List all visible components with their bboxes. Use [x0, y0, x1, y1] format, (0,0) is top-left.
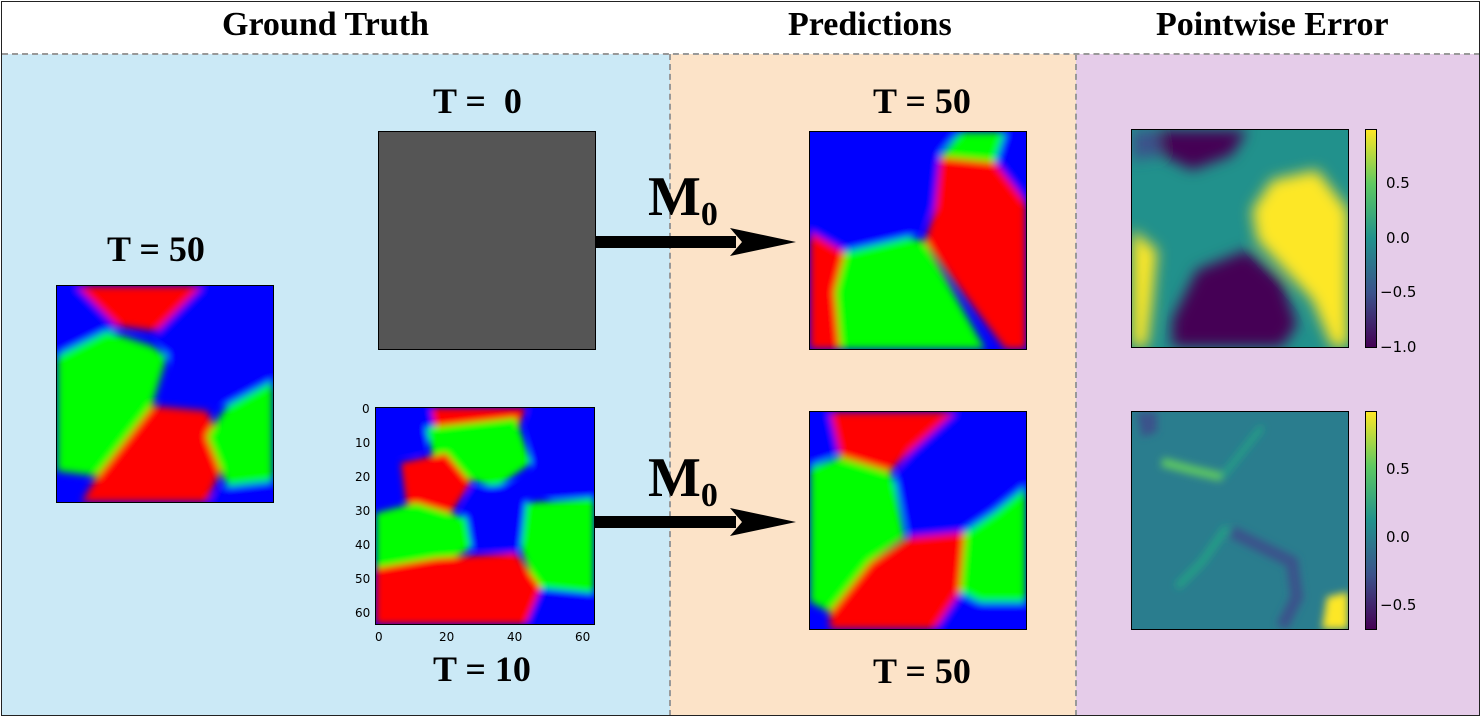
pred-bottom-grain-image — [809, 411, 1027, 630]
panel-divider-1 — [669, 54, 671, 716]
panel-divider-2 — [1075, 54, 1077, 716]
error-bottom-map — [1131, 411, 1349, 630]
pred-top-grain-image — [809, 131, 1027, 350]
pointwise-error-header: Pointwise Error — [1156, 6, 1389, 43]
gt-t0-initial-image — [378, 131, 596, 350]
y-tick: 50 — [355, 572, 371, 586]
x-tick: 0 — [375, 630, 383, 644]
y-tick: 30 — [355, 504, 371, 518]
y-tick: 40 — [355, 538, 371, 552]
pred-top-time-label: T = 50 — [873, 81, 971, 121]
colorbar-top-tick: 0.5 — [1386, 174, 1410, 192]
operator-label-top: M0 — [648, 166, 718, 233]
x-tick: 40 — [507, 630, 523, 644]
colorbar-top-tick: −0.5 — [1380, 283, 1417, 301]
x-tick: 60 — [575, 630, 591, 644]
colorbar-bottom-tick: −0.5 — [1380, 596, 1417, 614]
y-tick: 20 — [355, 470, 371, 484]
gt-left-time-label: T = 50 — [107, 229, 205, 269]
colorbar-top-tick: −1.0 — [1380, 338, 1417, 356]
error-top-map — [1131, 129, 1349, 348]
operator-arrow-top — [596, 228, 796, 256]
y-tick: 0 — [362, 402, 370, 416]
pred-bottom-time-label: T = 50 — [873, 651, 971, 691]
y-tick: 10 — [355, 436, 371, 450]
gt-bottom-time-label: T = 10 — [433, 649, 531, 689]
operator-label-bottom: M0 — [648, 447, 718, 514]
header-divider — [2, 53, 1480, 55]
gt-t50-grain-image — [56, 285, 274, 503]
y-tick: 60 — [355, 606, 371, 620]
colorbar-top-tick: 0.0 — [1386, 229, 1410, 247]
ground-truth-header: Ground Truth — [222, 6, 429, 43]
predictions-header: Predictions — [788, 6, 952, 43]
x-tick: 20 — [439, 630, 455, 644]
gt-t10-grain-image — [375, 407, 595, 625]
colorbar-bottom-tick: 0.0 — [1386, 528, 1410, 546]
colorbar-top — [1365, 129, 1377, 348]
header-bar — [2, 2, 1480, 54]
gt-top-time-label: T = 0 — [433, 81, 522, 121]
colorbar-bottom — [1365, 411, 1377, 630]
operator-arrow-bottom — [594, 508, 796, 536]
colorbar-bottom-tick: 0.5 — [1386, 460, 1410, 478]
